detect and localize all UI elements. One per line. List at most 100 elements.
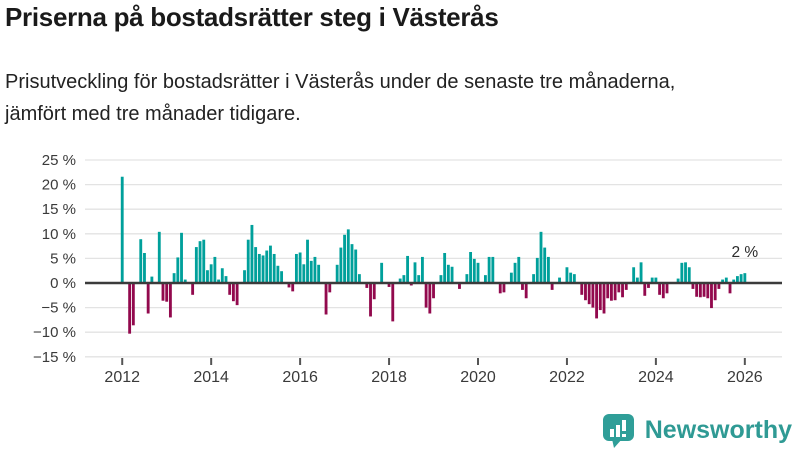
bar <box>380 262 384 283</box>
bar <box>398 278 402 283</box>
bar <box>509 272 513 283</box>
bar <box>543 247 547 283</box>
bar <box>624 283 628 290</box>
bar <box>220 268 224 283</box>
bar <box>350 244 354 283</box>
y-tick-label: −15 % <box>33 349 76 366</box>
bar <box>309 260 313 283</box>
bar <box>517 256 521 283</box>
bar <box>569 272 573 283</box>
bar <box>695 283 699 297</box>
bar <box>558 277 561 283</box>
bar <box>609 283 613 301</box>
bar <box>194 247 198 283</box>
bar <box>317 264 321 283</box>
bar <box>717 283 721 289</box>
bar <box>150 276 154 283</box>
y-tick-label: 5 % <box>50 250 76 267</box>
last-value-annotation: 2 % <box>731 244 758 261</box>
bar <box>565 267 569 283</box>
x-tick-label: 2024 <box>638 369 674 386</box>
bar <box>465 274 469 283</box>
bar <box>443 252 447 283</box>
bar <box>532 274 536 283</box>
bar <box>632 267 636 283</box>
bar <box>243 270 246 283</box>
bar <box>328 283 332 293</box>
bar <box>272 253 276 283</box>
bar <box>280 271 284 283</box>
bar <box>294 253 298 283</box>
bar <box>687 267 691 283</box>
bar <box>580 283 584 295</box>
page-title: Priserna på bostadsrätter steg i Västerå… <box>5 2 499 32</box>
bar <box>483 275 487 283</box>
bar <box>654 277 658 283</box>
bar <box>721 279 725 283</box>
bar <box>458 283 461 289</box>
bar <box>131 283 135 326</box>
bar <box>183 279 187 283</box>
x-tick-label: 2022 <box>549 369 585 386</box>
bar <box>269 245 272 283</box>
bar <box>254 247 258 283</box>
bar <box>732 279 736 283</box>
bar <box>387 283 391 287</box>
bar <box>635 277 639 283</box>
y-tick-label: 10 % <box>42 226 76 243</box>
bar <box>146 283 150 314</box>
bar <box>706 283 710 299</box>
bar <box>250 224 254 283</box>
bar <box>584 283 587 301</box>
bar <box>231 283 235 302</box>
bar <box>161 283 165 301</box>
bar <box>343 234 347 283</box>
bar <box>217 279 221 283</box>
bar <box>639 262 643 283</box>
bar <box>143 252 146 283</box>
bar <box>724 277 728 283</box>
bar <box>313 256 317 283</box>
bar <box>621 283 624 298</box>
x-tick-label: 2020 <box>460 369 496 386</box>
bar <box>165 283 169 302</box>
y-tick-label: −10 % <box>33 324 76 341</box>
bar <box>128 283 132 334</box>
bar <box>206 270 209 283</box>
bar <box>291 283 295 292</box>
bar <box>228 283 232 295</box>
bar <box>546 256 550 283</box>
bar <box>487 256 491 283</box>
bar <box>598 283 602 311</box>
bar <box>235 283 239 306</box>
bar <box>391 283 395 322</box>
bar <box>491 256 495 283</box>
bar <box>420 256 424 283</box>
bar <box>265 250 269 283</box>
bar <box>168 283 172 318</box>
bar <box>658 283 662 295</box>
bar <box>476 262 480 283</box>
bar <box>535 257 539 283</box>
bar <box>469 252 473 283</box>
bar <box>702 283 706 297</box>
bar <box>650 277 654 283</box>
bar <box>446 264 450 283</box>
y-tick-label: 15 % <box>42 201 76 218</box>
y-tick-label: 0 % <box>50 275 76 292</box>
bar <box>524 283 528 299</box>
bar <box>213 256 217 283</box>
bar <box>698 283 702 298</box>
bar <box>428 283 432 314</box>
bar <box>713 283 717 301</box>
bar <box>202 239 206 283</box>
newsworthy-logo[interactable]: Newsworthy <box>601 412 792 448</box>
bar <box>298 252 302 283</box>
bar <box>521 283 524 290</box>
bar <box>550 283 554 290</box>
bar <box>617 283 621 293</box>
bar <box>691 283 695 289</box>
bar <box>643 283 647 296</box>
